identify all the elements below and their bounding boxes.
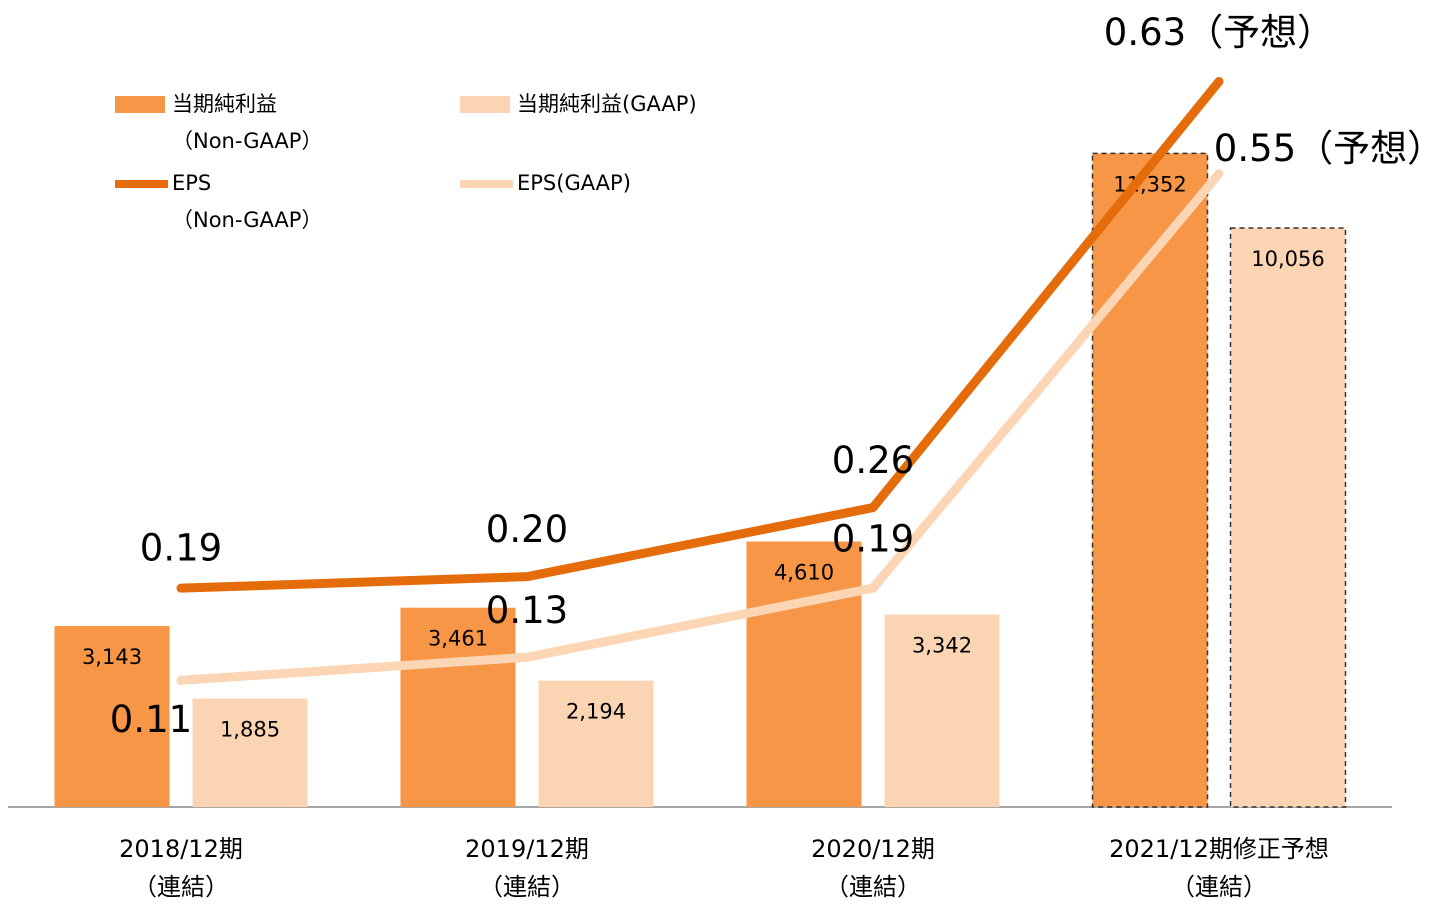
bar [54,626,170,807]
legend-swatch [460,96,510,113]
line-value-label: 0.20 [486,508,568,551]
line-value-label: 0.13 [486,589,568,632]
legend-label: 当期純利益 （Non-GAAP） [172,92,323,153]
x-tick-label: 2019/12期 （連結） [465,835,589,901]
x-tick-label: 2018/12期 （連結） [119,835,243,901]
bar [192,698,308,807]
line-value-label: 0.63（予想） [1104,11,1334,54]
line-value-label: 0.26 [832,439,914,482]
x-tick-label: 2021/12期修正予想 （連結） [1109,835,1329,901]
line-value-label: 0.19 [832,518,914,561]
bar [1229,227,1347,808]
legend-label: EPS(GAAP) [517,171,631,195]
bar [746,541,862,807]
line-value-label: 0.11 [110,698,192,741]
legend-swatch [115,96,165,113]
line-value-label: 0.55（予想） [1214,127,1444,170]
bar-value-label: 10,056 [1251,247,1324,271]
bar-value-label: 3,461 [428,627,488,651]
bar [400,607,516,807]
legend-label: 当期純利益(GAAP) [517,92,697,116]
bar-value-label: 2,194 [566,700,626,724]
bar-value-label: 1,885 [220,717,280,741]
bar [884,614,1000,807]
line-value-label: 0.19 [140,527,222,570]
legend-label: EPS （Non-GAAP） [172,171,323,232]
bar [538,680,654,807]
line [176,169,1224,685]
bar-value-label: 4,610 [774,561,834,585]
bar-value-label: 3,143 [82,645,142,669]
bar-value-label: 3,342 [912,634,972,658]
line [176,76,1224,593]
x-tick-label: 2020/12期 （連結） [811,835,935,901]
